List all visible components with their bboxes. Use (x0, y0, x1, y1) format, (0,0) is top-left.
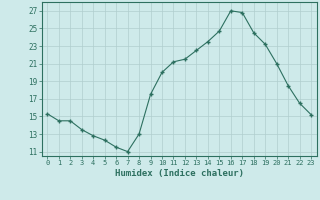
X-axis label: Humidex (Indice chaleur): Humidex (Indice chaleur) (115, 169, 244, 178)
